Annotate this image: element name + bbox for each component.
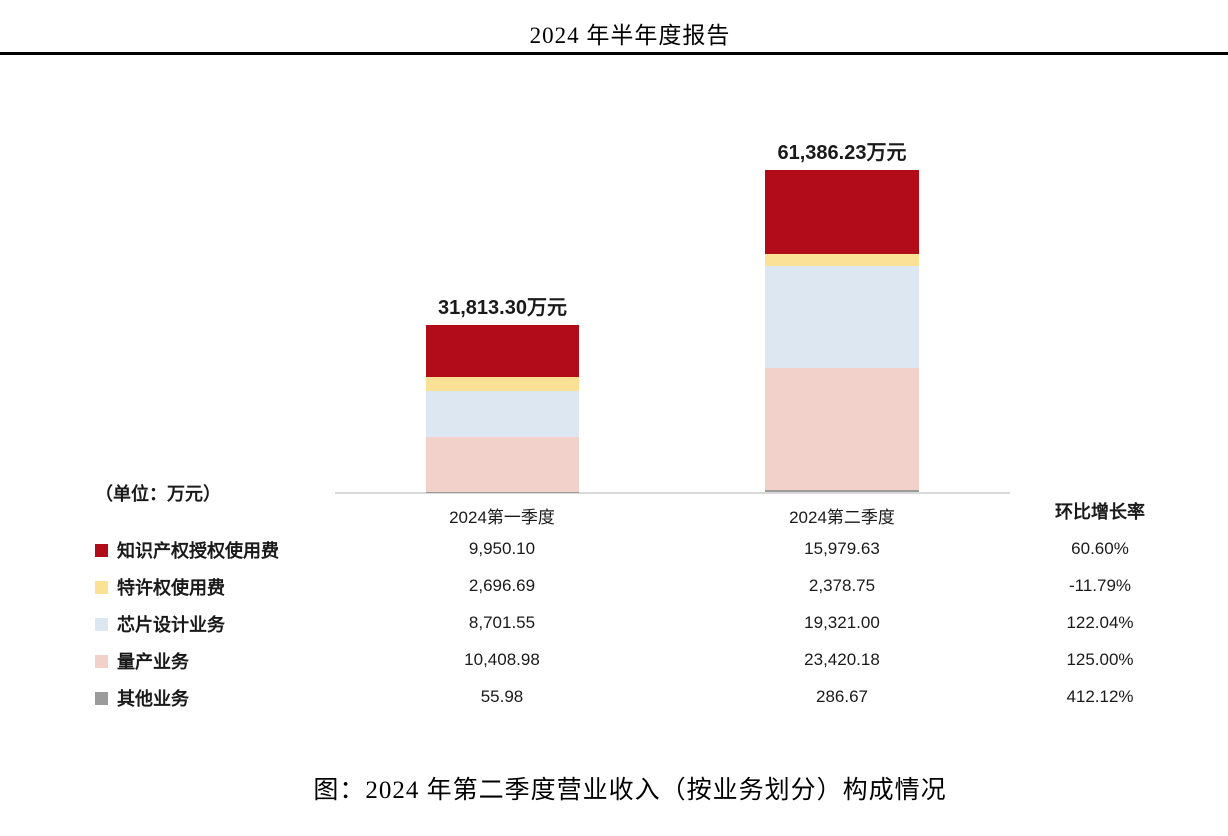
value-cell-q1: 8,701.55 bbox=[468, 613, 536, 632]
value-cell-q1: 2,696.69 bbox=[468, 576, 536, 595]
bar-segment bbox=[765, 253, 919, 267]
value-cell-q1: 55.98 bbox=[480, 687, 524, 706]
bar-segment bbox=[426, 437, 579, 492]
growth-rate-column-header: 环比增长率 bbox=[1055, 502, 1145, 522]
x-axis-category-label: 2024第一季度 bbox=[449, 508, 555, 527]
bar-total-label: 61,386.23万元 bbox=[777, 142, 907, 164]
unit-label: （单位：万元） bbox=[95, 484, 221, 504]
table-row: 特许权使用费 bbox=[95, 575, 225, 599]
growth-cell: 412.12% bbox=[1066, 687, 1134, 706]
value-cell-q1: 10,408.98 bbox=[464, 650, 540, 669]
table-row: 其他业务 bbox=[95, 686, 189, 710]
legend-swatch bbox=[95, 654, 108, 668]
legend-label: 芯片设计业务 bbox=[117, 615, 225, 635]
value-cell-q2: 2,378.75 bbox=[808, 576, 876, 595]
legend-label: 量产业务 bbox=[117, 652, 189, 672]
legend-swatch bbox=[95, 691, 108, 705]
legend-label: 其他业务 bbox=[117, 689, 189, 709]
bar-segment bbox=[765, 490, 919, 492]
bar-segment bbox=[765, 266, 919, 368]
legend-swatch bbox=[95, 543, 108, 557]
header-divider-line bbox=[0, 52, 1228, 55]
x-axis-category-label: 2024第二季度 bbox=[789, 508, 895, 527]
legend-swatch bbox=[95, 580, 108, 594]
table-row: 芯片设计业务 bbox=[95, 612, 225, 636]
bar-segment bbox=[765, 170, 919, 254]
table-row: 知识产权授权使用费 bbox=[95, 538, 279, 562]
bar-total-label: 31,813.30万元 bbox=[438, 297, 567, 320]
bar-segment bbox=[765, 367, 919, 491]
figure-caption: 图：2024 年第二季度营业收入（按业务划分）构成情况 bbox=[313, 777, 947, 804]
growth-cell: 60.60% bbox=[1071, 539, 1129, 558]
report-header-title: 2024 年半年度报告 bbox=[529, 23, 731, 48]
legend-label: 特许权使用费 bbox=[117, 578, 225, 598]
bar-segment bbox=[426, 377, 579, 392]
legend-label: 知识产权授权使用费 bbox=[117, 541, 279, 561]
value-cell-q2: 19,321.00 bbox=[804, 613, 880, 632]
bar-segment bbox=[426, 391, 579, 438]
value-cell-q2: 286.67 bbox=[816, 687, 868, 706]
value-cell-q2: 15,979.63 bbox=[804, 539, 880, 558]
growth-cell: -11.79% bbox=[1068, 576, 1132, 595]
value-cell-q1: 9,950.10 bbox=[468, 539, 536, 558]
value-cell-q2: 23,420.18 bbox=[804, 650, 880, 669]
growth-cell: 125.00% bbox=[1066, 650, 1134, 669]
x-axis-line bbox=[335, 492, 1010, 494]
growth-cell: 122.04% bbox=[1066, 613, 1134, 632]
bar-segment bbox=[426, 325, 579, 378]
legend-swatch bbox=[95, 617, 108, 631]
table-row: 量产业务 bbox=[95, 649, 189, 673]
